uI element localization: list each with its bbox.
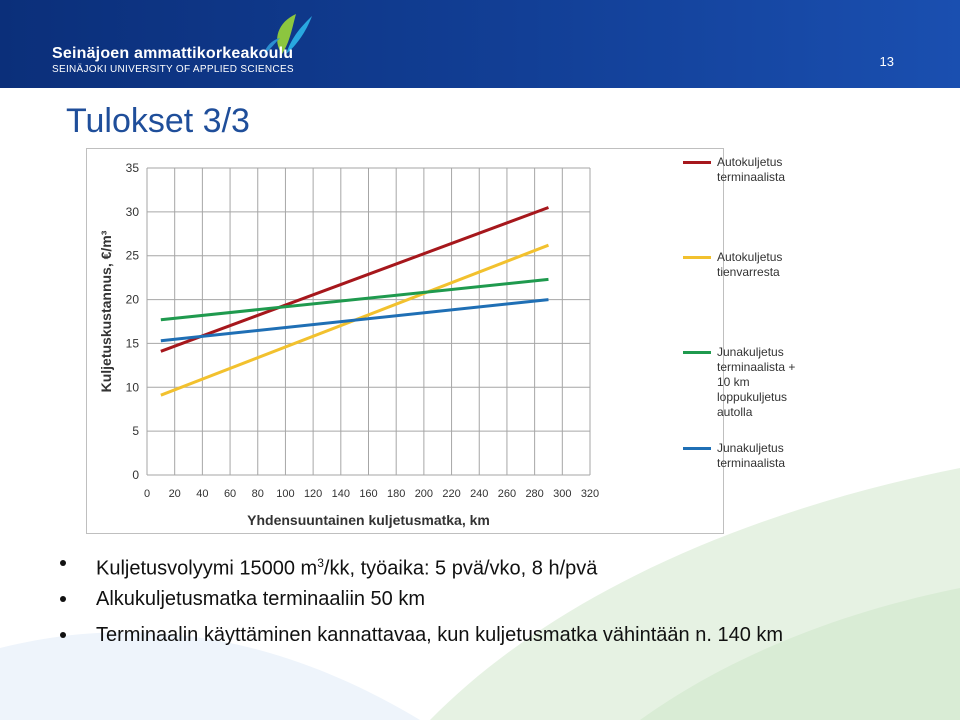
x-tick-label: 100: [276, 488, 294, 500]
x-tick-label: 300: [553, 488, 571, 500]
x-tick-label: 260: [498, 488, 516, 500]
bullet-item: Alkukuljetusmatka terminaaliin 50 km: [60, 581, 783, 617]
x-tick-label: 120: [304, 488, 322, 500]
y-tick-label: 15: [126, 336, 140, 350]
legend-label-line: terminaalista +: [717, 360, 796, 374]
y-tick-label: 30: [126, 205, 140, 219]
legend-label: Autokuljetus tienvarresta: [717, 250, 782, 280]
brand-subtitle: SEINÄJOKI UNIVERSITY OF APPLIED SCIENCES: [52, 64, 294, 75]
chart-frame: 0 20 40 60 80 100 120 140 160 180 200 220 240 260 280 3…: [86, 148, 795, 534]
legend-label-line: Junakuljetus: [717, 345, 784, 359]
brand-name: Seinäjoen ammattikorkeakoulu: [52, 45, 294, 62]
x-tick-label: 240: [470, 488, 488, 500]
x-tick-label: 0: [144, 488, 150, 500]
x-tick-label: 20: [169, 488, 181, 500]
x-tick-label: 160: [359, 488, 377, 500]
y-tick-label: 25: [126, 249, 140, 263]
y-tick-label: 0: [132, 468, 139, 482]
chart-legend: Autokuljetus terminaalista Autokuljetus tie…: [679, 149, 809, 535]
legend-label: Autokuljetus terminaalista: [717, 155, 785, 185]
series-line: [160, 298, 549, 343]
series-line: [160, 277, 549, 322]
x-tick-label: 80: [252, 488, 264, 500]
x-axis-label: Yhdensuuntainen kuljetusmatka, km: [247, 512, 490, 528]
legend-label: Junakuljetus terminaalista +10 km loppukul…: [717, 345, 795, 420]
bullet-item: Terminaalin käyttäminen kannattavaa, kun…: [60, 617, 783, 653]
legend-label: Junakuljetus terminaalista: [717, 441, 785, 471]
x-tick-label: 280: [525, 488, 543, 500]
y-axis-label: Kuljetuskustannus, €/m³: [98, 230, 114, 392]
legend-swatch: [683, 256, 711, 259]
legend-label-line: 10 km: [717, 375, 750, 389]
header-bar: Seinäjoen ammattikorkeakoulu SEINÄJOKI U…: [0, 0, 960, 88]
legend-label-line: tienvarresta: [717, 265, 780, 279]
legend-swatch: [683, 351, 711, 354]
bullet-list: Kuljetusvolyymi 15000 m3/kk, työaika: 5 …: [60, 545, 783, 653]
x-tick-label: 320: [581, 488, 599, 500]
y-tick-label: 35: [126, 161, 140, 175]
x-tick-label: 220: [442, 488, 460, 500]
legend-label-line: terminaalista: [717, 456, 786, 470]
bullet-dot: [60, 632, 66, 638]
y-tick-label: 20: [126, 293, 140, 307]
y-tick-label: 10: [126, 380, 140, 394]
legend-label-line: autolla: [717, 405, 753, 419]
legend-label-line: Junakuljetus: [717, 441, 784, 455]
y-tick-label: 5: [132, 424, 139, 438]
legend-swatch: [683, 447, 711, 450]
legend-label-line: Autokuljetus: [717, 155, 783, 169]
page-number: 13: [879, 54, 894, 69]
x-tick-label: 200: [415, 488, 433, 500]
x-tick-label: 180: [387, 488, 405, 500]
bullet-dot: [60, 560, 66, 566]
legend-label-line: loppukuljetus: [717, 390, 788, 404]
bullet-text: Alkukuljetusmatka terminaaliin 50 km: [96, 588, 426, 610]
bullet-text: Kuljetusvolyymi 15000 m: [96, 557, 318, 580]
bullet-dot: [60, 596, 66, 602]
legend-label-line: Autokuljetus: [717, 250, 783, 264]
legend-label-line: terminaalista: [717, 170, 786, 184]
bullet-item: Kuljetusvolyymi 15000 m3/kk, työaika: 5 …: [60, 545, 783, 581]
x-tick-label: 40: [196, 488, 208, 500]
bullet-superscript: 3: [317, 556, 324, 570]
line-chart: 0 20 40 60 80 100 120 140 160 180 200 220 240 260 280 3…: [98, 161, 599, 528]
slide-title: Tulokset 3/3: [66, 102, 250, 140]
bullet-text-tail: /kk, työaika: 5 pvä/vko, 8 h/pvä: [323, 557, 598, 580]
x-tick-label: 60: [224, 488, 236, 500]
x-tick-label: 140: [332, 488, 350, 500]
legend-swatch: [683, 161, 711, 164]
bullet-text: Terminaalin käyttäminen kannattavaa, kun…: [96, 624, 784, 646]
logo-icon: [264, 14, 312, 54]
series-line: [160, 206, 549, 353]
